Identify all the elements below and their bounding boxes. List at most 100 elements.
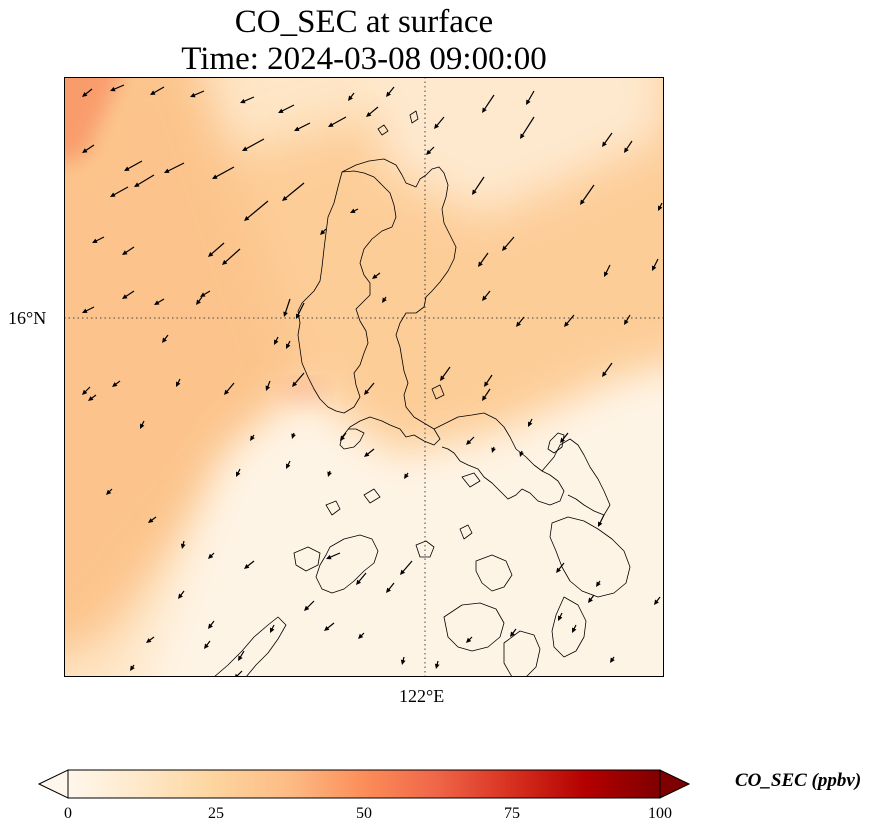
coastline-luzon-west [297, 170, 397, 414]
wind-vector-head [283, 311, 288, 317]
wind-vector-head [244, 215, 250, 221]
coastline-polillo [431, 384, 445, 400]
latitude-tick-label: 16°N [8, 308, 47, 328]
wind-vector-head [404, 473, 409, 479]
coastline-leyte [551, 596, 587, 658]
wind-vector-head [286, 463, 291, 469]
wind-vector-shaft [520, 116, 535, 138]
wind-vector-head [528, 421, 533, 427]
wind-vector-head [236, 471, 241, 477]
wind-vector-head [240, 98, 246, 104]
wind-vector-head [140, 423, 145, 429]
wind-vector-head [580, 199, 585, 205]
wind-vector-head [82, 92, 88, 97]
wind-vector-head [366, 111, 372, 117]
wind-vector-head [350, 208, 356, 213]
wind-vector-head [106, 489, 112, 495]
coastline-catanduanes [547, 432, 565, 454]
wind-vector-shaft [472, 176, 485, 194]
wind-vector-shaft [111, 186, 129, 197]
wind-vector-head [291, 433, 296, 439]
wind-vector-head [604, 271, 609, 277]
wind-vector-head [472, 189, 477, 195]
wind-vector-head [598, 521, 603, 527]
coastline-romblon [459, 524, 473, 540]
coastline-mindoro [315, 534, 379, 594]
colorbar-tick-25: 25 [208, 805, 224, 822]
wind-vector-head [560, 437, 565, 443]
wind-vector-head [484, 381, 489, 387]
wind-vector-head [364, 452, 370, 457]
wind-vector-head [208, 251, 214, 257]
wind-vector-shaft [243, 138, 265, 151]
wind-vector-head [286, 343, 291, 349]
wind-vector-head [516, 321, 521, 327]
wind-vector-head [176, 381, 181, 387]
wind-vector-head [602, 371, 607, 377]
wind-vector-head [110, 86, 116, 92]
wind-vector-head [130, 665, 135, 671]
coastline-panay [443, 602, 505, 652]
wind-vector-head [82, 308, 88, 313]
wind-vectors [82, 84, 663, 677]
colorbar-extend-high [659, 769, 690, 799]
coastline-busuanga [293, 546, 321, 572]
wind-vector-head [328, 122, 334, 127]
wind-vector-head [596, 581, 601, 587]
wind-vector-shaft [223, 248, 241, 265]
wind-vector-head [180, 543, 186, 549]
wind-vector-head [372, 274, 378, 279]
coastline-burias [461, 472, 481, 488]
coastlines [213, 110, 631, 677]
concentration-field [64, 77, 664, 677]
wind-vector-head [348, 95, 353, 101]
coastline-marinduque [415, 540, 435, 558]
coastline-babuyan [377, 124, 389, 136]
wind-vector-shaft [329, 116, 347, 127]
wind-vector-shaft [283, 182, 305, 201]
wind-vector-head [327, 471, 332, 477]
wind-vector-head [204, 643, 209, 649]
wind-vector-head [88, 396, 94, 401]
wind-vector-head [238, 655, 243, 661]
gridlines [64, 77, 664, 677]
wind-vector-head [658, 205, 663, 211]
wind-vector-head [122, 294, 128, 299]
wind-vector-head [242, 146, 248, 151]
wind-vector-shaft [125, 160, 143, 171]
wind-vector-head [224, 389, 230, 395]
wind-vector-shaft [580, 184, 595, 204]
wind-vector-head [134, 182, 140, 187]
wind-vector-head [440, 375, 445, 381]
wind-vector-head [208, 553, 214, 559]
colorbar-tick-50: 50 [356, 805, 372, 822]
wind-vector-head [386, 91, 391, 97]
wind-vector-head [92, 238, 98, 243]
wind-vector-shaft [209, 242, 225, 257]
wind-vector-head [556, 567, 561, 573]
plot-title-time: Time: 2024-03-08 09:00:00 [181, 41, 547, 77]
wind-vector-head [320, 229, 326, 235]
wind-vector-head [654, 599, 659, 605]
coastline-bicol [433, 412, 565, 506]
coastline-batanes [409, 110, 419, 124]
wind-vector-head [482, 395, 487, 401]
wind-vector-head [526, 99, 531, 105]
wind-vector-head [510, 631, 515, 637]
wind-vector-head [572, 627, 577, 633]
wind-vector-head [564, 321, 570, 327]
wind-vector-shaft [135, 174, 155, 187]
wind-vector-head [292, 381, 298, 387]
wind-vector-head [304, 605, 310, 611]
wind-vector-head [82, 389, 88, 395]
wind-vector-head [358, 633, 364, 639]
coastline-siquijor [363, 488, 381, 504]
colorbar-extend-low [38, 769, 69, 799]
wind-vector-head [478, 261, 483, 267]
wind-vector-head [178, 593, 183, 599]
wind-vector-head [124, 166, 130, 171]
coastline-samar [549, 516, 631, 598]
wind-vector-head [200, 292, 206, 297]
wind-vector-head [652, 265, 657, 271]
wind-vector-head [382, 297, 387, 303]
